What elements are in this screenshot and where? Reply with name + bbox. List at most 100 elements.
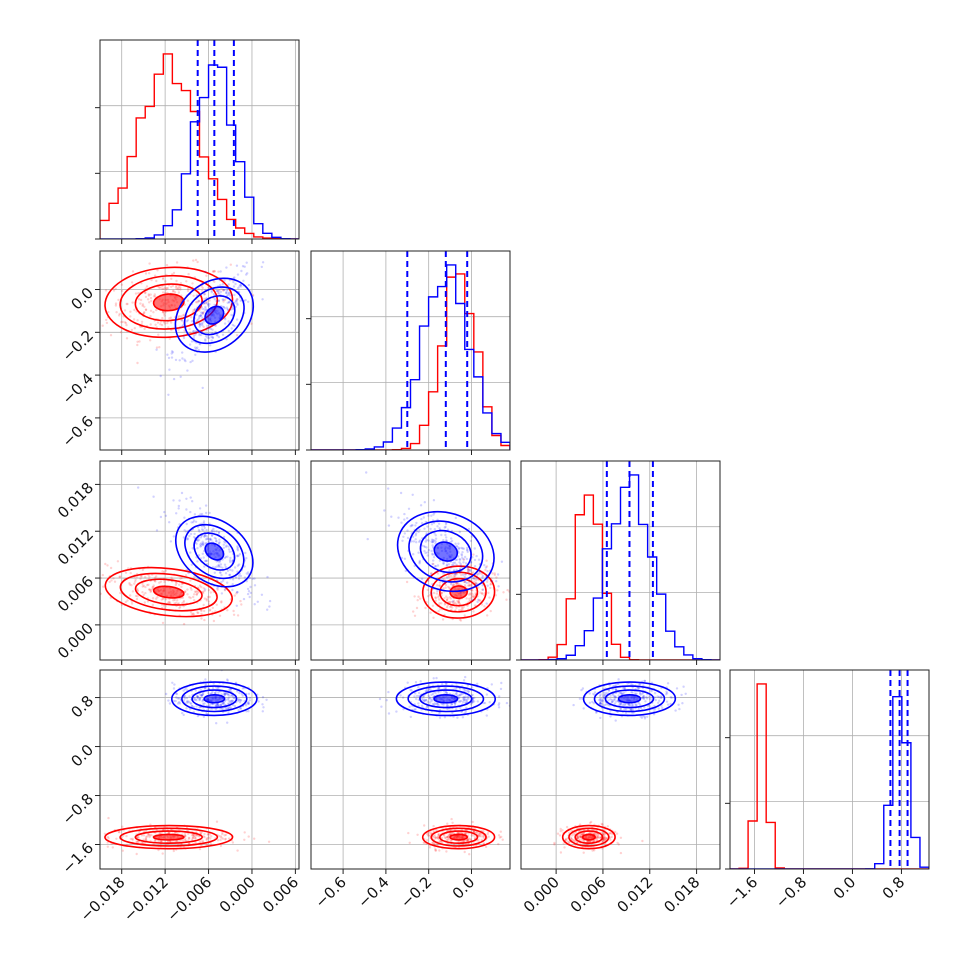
sample-point [209, 837, 212, 840]
sample-point [225, 707, 228, 711]
y-tick-label: 0.018 [54, 479, 97, 522]
sample-point [451, 821, 454, 824]
sample-point [210, 835, 213, 838]
sample-point [219, 270, 222, 273]
sample-point [430, 698, 434, 701]
sample-point [224, 541, 227, 544]
sample-point [464, 710, 467, 713]
sample-point [614, 830, 617, 834]
sample-point [446, 528, 450, 531]
sample-point [449, 566, 452, 569]
sample-point [261, 261, 265, 264]
sample-point [193, 532, 196, 536]
sample-point [159, 831, 162, 835]
sample-point [435, 828, 438, 832]
sample-point [614, 684, 618, 687]
sample-point [634, 704, 638, 707]
sample-point [260, 593, 264, 596]
contour-red [104, 566, 233, 618]
sample-point [443, 578, 446, 581]
sample-point [203, 297, 206, 301]
contour-red [421, 824, 496, 850]
sample-point [403, 518, 406, 521]
sample-point [467, 565, 470, 569]
contour-blue [408, 520, 484, 583]
sample-point [628, 703, 631, 707]
sample-point [414, 708, 417, 711]
sample-point [236, 554, 239, 557]
sample-point [414, 524, 417, 527]
sample-point [167, 393, 170, 396]
sample-point [198, 323, 202, 327]
sample-point [192, 519, 196, 522]
sample-point [455, 558, 459, 561]
sample-point [200, 322, 203, 326]
sample-point [459, 706, 462, 709]
sample-point [473, 565, 477, 568]
sample-point [163, 314, 166, 317]
sample-point [472, 553, 475, 556]
sample-point [123, 309, 127, 312]
sample-point [233, 324, 236, 328]
sample-point [153, 576, 157, 579]
sample-point [148, 575, 151, 578]
sample-point [134, 594, 138, 598]
sample-point [675, 687, 679, 690]
sample-point [213, 530, 216, 533]
sample-point [202, 541, 205, 545]
sample-point [144, 591, 147, 595]
sample-point [622, 686, 625, 690]
sample-point [161, 316, 164, 320]
sample-point [654, 698, 657, 702]
sample-point [501, 838, 504, 841]
sample-point [201, 312, 204, 315]
sample-point [589, 821, 592, 824]
sample-point [460, 565, 464, 568]
sample-point [156, 269, 159, 272]
sample-point [177, 291, 181, 294]
sample-point [204, 270, 207, 274]
sample-point [194, 836, 197, 840]
sample-point [591, 700, 594, 704]
sample-point [413, 695, 416, 698]
sample-point [129, 310, 132, 313]
contour-blue [203, 694, 226, 704]
sample-point [239, 698, 242, 702]
sample-point [445, 835, 449, 839]
sample-point [216, 334, 219, 337]
sample-point [181, 357, 184, 360]
sample-point [465, 698, 468, 701]
sample-point [422, 698, 426, 701]
sample-point [206, 302, 209, 305]
sample-point [217, 292, 221, 295]
sample-point [143, 305, 146, 308]
sample-point [213, 280, 216, 283]
sample-point [198, 332, 201, 335]
sample-point [479, 591, 482, 594]
sample-point [609, 698, 612, 701]
sample-point [189, 579, 192, 582]
sample-point [208, 299, 211, 302]
sample-point [571, 834, 574, 837]
sample-point [186, 369, 189, 372]
sample-point [228, 706, 231, 710]
sample-point [208, 595, 211, 599]
contour-blue [193, 295, 236, 336]
sample-point [432, 513, 435, 516]
sample-point [224, 572, 228, 575]
sample-point [140, 841, 143, 844]
sample-point [182, 334, 185, 338]
sample-point [484, 568, 487, 572]
sample-point [476, 682, 479, 685]
sample-point [429, 698, 432, 701]
sample-point [162, 597, 165, 601]
sample-point [493, 573, 496, 577]
sample-point [445, 835, 449, 839]
sample-point [233, 594, 236, 597]
sample-point [198, 847, 202, 851]
sample-point [246, 592, 250, 596]
sample-point [155, 308, 158, 312]
sample-point [208, 538, 211, 541]
panel-frame [520, 669, 721, 870]
sample-point [136, 343, 139, 347]
